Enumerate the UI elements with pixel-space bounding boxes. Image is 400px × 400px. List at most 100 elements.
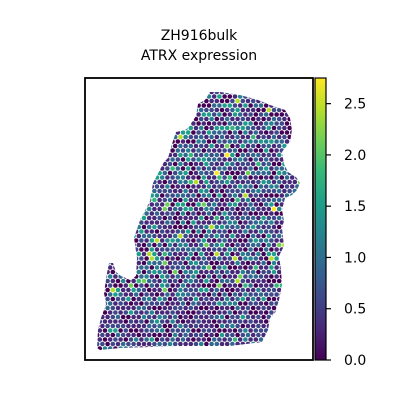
spot-marker	[289, 238, 295, 243]
spot-marker	[232, 319, 238, 324]
spot-marker	[172, 92, 178, 95]
spot-marker	[144, 301, 149, 306]
spot-marker	[261, 215, 266, 221]
spot-marker	[102, 283, 108, 288]
spot-marker	[97, 269, 100, 275]
spot-marker	[131, 251, 136, 257]
spot-marker	[165, 193, 170, 198]
spot-marker	[263, 211, 269, 216]
spot-marker	[227, 202, 233, 207]
spot-marker	[188, 278, 194, 284]
spot-marker	[139, 346, 144, 350]
spot-marker	[230, 197, 235, 203]
spot-marker	[222, 157, 227, 162]
spot-marker	[188, 224, 194, 230]
spot-marker	[90, 207, 95, 212]
spot-marker	[198, 197, 204, 203]
spot-marker	[214, 233, 220, 239]
spot-marker	[297, 224, 300, 230]
spot-marker	[253, 229, 259, 234]
spot-marker	[224, 323, 230, 329]
spot-marker	[284, 283, 290, 288]
spot-marker	[133, 319, 139, 324]
spot-marker	[191, 256, 196, 261]
spot-marker	[206, 337, 212, 342]
spot-marker	[289, 328, 295, 333]
spot-marker	[188, 134, 194, 140]
spot-marker	[269, 94, 274, 99]
spot-marker	[227, 274, 233, 279]
spot-marker	[237, 175, 243, 180]
spot-marker	[276, 116, 282, 122]
spot-marker	[282, 323, 287, 329]
spot-marker	[128, 337, 134, 342]
spot-marker	[167, 161, 173, 167]
spot-marker	[271, 206, 277, 212]
spot-marker	[211, 130, 217, 135]
spot-marker	[107, 229, 113, 234]
spot-marker	[102, 193, 108, 198]
spot-marker	[97, 310, 103, 315]
spot-marker	[279, 247, 285, 252]
spot-marker	[243, 148, 248, 153]
spot-marker	[191, 319, 196, 324]
spot-marker	[92, 256, 97, 261]
spot-marker	[136, 260, 142, 266]
spot-marker	[185, 175, 191, 180]
spot-marker	[172, 332, 178, 338]
spot-marker	[107, 130, 113, 135]
spot-marker	[120, 107, 126, 113]
spot-marker	[269, 103, 274, 108]
spot-marker	[289, 202, 295, 207]
spot-marker	[136, 224, 142, 230]
spot-marker	[133, 328, 139, 333]
spot-marker	[240, 92, 246, 95]
spot-marker	[97, 121, 103, 126]
spot-marker	[198, 305, 204, 311]
spot-marker	[123, 256, 129, 261]
spot-marker	[133, 175, 139, 180]
spot-marker	[256, 134, 261, 140]
spot-marker	[118, 229, 123, 234]
spot-marker	[276, 287, 282, 293]
spot-marker	[266, 143, 272, 149]
spot-marker	[282, 92, 287, 95]
spot-marker	[180, 283, 186, 288]
spot-marker	[185, 301, 191, 306]
spot-marker	[289, 274, 295, 279]
spot-marker	[222, 301, 227, 306]
spot-marker	[90, 153, 95, 158]
spot-marker	[279, 256, 285, 261]
spot-marker	[185, 211, 191, 216]
spot-marker	[175, 121, 181, 126]
spot-marker	[115, 179, 121, 185]
spot-marker	[131, 260, 136, 266]
spot-marker	[211, 184, 217, 189]
spot-marker	[191, 130, 196, 135]
spot-marker	[126, 215, 131, 221]
spot-marker	[136, 161, 142, 167]
spot-marker	[110, 134, 116, 140]
spot-marker	[90, 234, 95, 239]
spot-marker	[175, 94, 181, 99]
spot-marker	[201, 166, 207, 171]
spot-marker	[170, 130, 175, 135]
spot-marker	[237, 220, 243, 225]
spot-marker	[100, 242, 105, 248]
spot-marker	[222, 139, 227, 144]
spot-marker	[115, 98, 121, 104]
spot-marker	[185, 283, 191, 288]
spot-marker	[287, 98, 292, 104]
spot-marker	[274, 247, 279, 252]
spot-marker	[214, 269, 220, 275]
spot-marker	[90, 225, 95, 230]
spot-marker	[214, 215, 220, 221]
spot-marker	[300, 112, 305, 117]
spot-marker	[136, 134, 142, 140]
spot-marker	[113, 310, 118, 315]
spot-marker	[232, 220, 238, 225]
spot-marker	[152, 98, 157, 104]
spot-marker	[149, 274, 155, 279]
spot-marker	[198, 179, 204, 185]
spot-marker	[141, 125, 147, 131]
